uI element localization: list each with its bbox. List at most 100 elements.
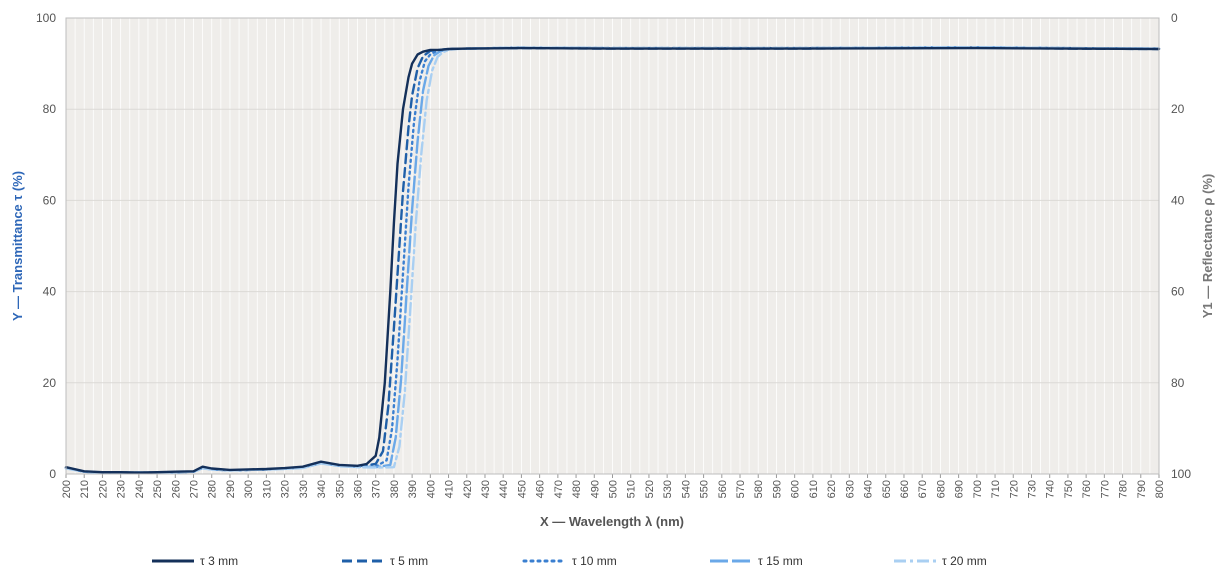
x-tick-label: 510: [626, 480, 638, 498]
x-tick-label: 670: [917, 480, 929, 498]
y-tick-label: 100: [36, 11, 56, 25]
y2-axis-title: Y1 — Reflectance ρ (%): [1200, 174, 1215, 319]
x-tick-label: 270: [189, 480, 201, 498]
x-tick-label: 770: [1099, 480, 1111, 498]
x-tick-label: 580: [753, 480, 765, 498]
x-tick-label: 500: [608, 480, 620, 498]
y-tick-label: 60: [43, 193, 57, 207]
y-tick-label: 40: [43, 285, 57, 299]
x-tick-label: 240: [134, 480, 146, 498]
legend-label: τ 10 mm: [572, 554, 617, 568]
x-tick-label: 540: [680, 480, 692, 498]
legend-swatch-5mm: [342, 559, 384, 563]
x-tick-label: 680: [935, 480, 947, 498]
legend-swatch-20mm: [894, 559, 936, 563]
x-tick-label: 600: [790, 480, 802, 498]
x-tick-label: 280: [207, 480, 219, 498]
legend-label: τ 20 mm: [942, 554, 987, 568]
left-y-axis-ticks: 0 20 40 60 80 100: [36, 11, 56, 481]
x-tick-label: 400: [425, 480, 437, 498]
x-tick-label: 570: [735, 480, 747, 498]
x-tick-label: 740: [1045, 480, 1057, 498]
y2-tick-label: 0: [1171, 11, 1178, 25]
x-tick-label: 630: [844, 480, 856, 498]
x-tick-label: 370: [371, 480, 383, 498]
legend-swatch-10mm: [522, 559, 568, 563]
y-tick-label: 0: [49, 467, 56, 481]
y-axis-title: Y — Transmittance τ (%): [10, 171, 25, 321]
x-tick-label: 550: [699, 480, 711, 498]
x-tick-label: 310: [261, 480, 273, 498]
x-tick-label: 710: [990, 480, 1002, 498]
x-axis-ticks: 200 210 220 230 240 250 260 270 280 290 300 310 320 3…: [61, 474, 1166, 498]
legend-item-20mm: τ 20 mm: [892, 554, 987, 568]
grid-lines: [66, 18, 1159, 474]
y-tick-label: 20: [43, 376, 57, 390]
x-tick-label: 610: [808, 480, 820, 498]
y2-tick-label: 40: [1171, 193, 1185, 207]
x-tick-label: 690: [954, 480, 966, 498]
x-tick-label: 290: [225, 480, 237, 498]
right-y-axis-ticks: 100 80 60 40 20 0: [1171, 11, 1191, 481]
x-tick-label: 640: [863, 480, 875, 498]
legend-label: τ 3 mm: [200, 554, 239, 568]
x-tick-label: 320: [280, 480, 292, 498]
x-tick-label: 760: [1081, 480, 1093, 498]
legend-item-10mm: τ 10 mm: [522, 554, 617, 568]
x-tick-label: 300: [243, 480, 255, 498]
x-tick-label: 250: [152, 480, 164, 498]
x-tick-label: 730: [1026, 480, 1038, 498]
x-tick-label: 230: [116, 480, 128, 498]
x-tick-label: 460: [535, 480, 547, 498]
x-tick-label: 360: [352, 480, 364, 498]
x-tick-label: 520: [644, 480, 656, 498]
x-tick-label: 620: [826, 480, 838, 498]
x-tick-label: 420: [462, 480, 474, 498]
x-tick-label: 380: [389, 480, 401, 498]
x-tick-label: 780: [1118, 480, 1130, 498]
x-tick-label: 330: [298, 480, 310, 498]
x-tick-label: 210: [79, 480, 91, 498]
y2-tick-label: 20: [1171, 102, 1185, 116]
x-tick-label: 700: [972, 480, 984, 498]
x-tick-label: 480: [571, 480, 583, 498]
x-tick-label: 440: [498, 480, 510, 498]
x-tick-label: 340: [316, 480, 328, 498]
y2-tick-label: 60: [1171, 285, 1185, 299]
series-layer: [64, 46, 1161, 474]
x-tick-label: 410: [444, 480, 456, 498]
x-tick-label: 800: [1154, 480, 1166, 498]
y2-tick-label: 80: [1171, 376, 1185, 390]
x-tick-label: 560: [717, 480, 729, 498]
x-tick-label: 530: [662, 480, 674, 498]
x-axis-title: X — Wavelength λ (nm): [540, 514, 684, 529]
x-tick-label: 790: [1136, 480, 1148, 498]
x-tick-label: 490: [589, 480, 601, 498]
x-tick-label: 660: [899, 480, 911, 498]
x-tick-label: 720: [1008, 480, 1020, 498]
x-tick-label: 200: [61, 480, 73, 498]
legend-item-5mm: τ 5 mm: [340, 554, 428, 568]
legend-label: τ 5 mm: [390, 554, 429, 568]
x-tick-label: 350: [334, 480, 346, 498]
y-tick-label: 80: [43, 102, 57, 116]
x-tick-label: 470: [553, 480, 565, 498]
x-tick-label: 650: [881, 480, 893, 498]
legend: τ 3 mm τ 5 mm τ 10 mm τ 15 mm τ 20 mm: [150, 554, 1050, 572]
x-tick-label: 220: [97, 480, 109, 498]
legend-swatch-3mm: [152, 559, 194, 563]
x-tick-label: 590: [771, 480, 783, 498]
series-line-0: [64, 46, 1161, 474]
legend-label: τ 15 mm: [758, 554, 803, 568]
x-tick-label: 430: [480, 480, 492, 498]
x-tick-label: 390: [407, 480, 419, 498]
legend-item-15mm: τ 15 mm: [708, 554, 803, 568]
x-tick-label: 750: [1063, 480, 1075, 498]
plot-border: [65, 17, 1160, 475]
x-tick-label: 260: [170, 480, 182, 498]
x-tick-label: 450: [516, 480, 528, 498]
legend-swatch-15mm: [710, 559, 752, 563]
y2-tick-label: 100: [1171, 467, 1191, 481]
legend-item-3mm: τ 3 mm: [150, 554, 238, 568]
